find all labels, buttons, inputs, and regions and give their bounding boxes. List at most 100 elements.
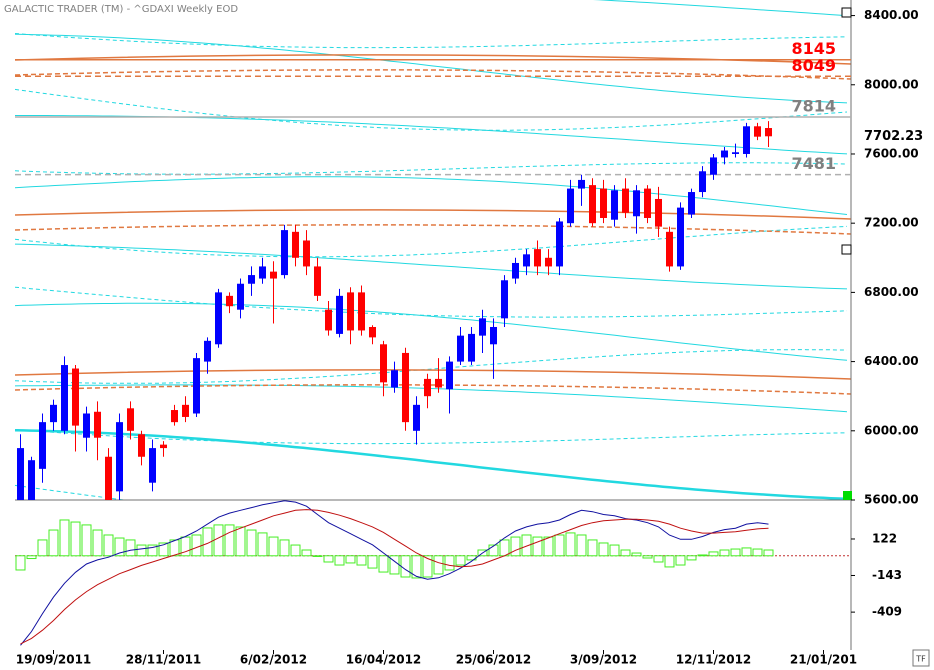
histogram-bar [26, 555, 37, 560]
histogram-bar [730, 548, 741, 557]
candle-body [215, 292, 222, 345]
band-curve [15, 349, 848, 384]
candle-body [358, 292, 365, 331]
histogram-bar [103, 534, 114, 557]
candle-body [501, 280, 508, 319]
band-curve [15, 209, 851, 220]
candle-body [248, 275, 255, 284]
band-curve [15, 88, 848, 131]
histogram-bar [290, 544, 301, 557]
candle-body [490, 326, 497, 345]
band-curve [15, 224, 851, 235]
y-tick-label: 6800.00 [864, 285, 919, 299]
y-tick-label: 8400.00 [864, 8, 919, 22]
candle-body [468, 333, 475, 362]
band-curve [15, 243, 848, 290]
candle-body [545, 257, 552, 267]
candle-body [556, 221, 563, 267]
x-tick-label: 19/09/2011 [16, 653, 92, 667]
candle-body [303, 240, 310, 267]
band-curve [15, 302, 848, 361]
histogram-bar [246, 529, 257, 557]
band-curve [15, 69, 851, 80]
histogram-bar [147, 544, 158, 557]
level-label: 8145 [791, 39, 836, 58]
candle-body [699, 171, 706, 193]
histogram-bar [312, 555, 323, 557]
candle-body [281, 230, 288, 276]
icon[interactable] [841, 7, 852, 18]
candle-body [270, 271, 277, 279]
histogram-bar [70, 521, 81, 557]
candle-body [347, 292, 354, 331]
candle-body [567, 188, 574, 224]
band-curve [15, 225, 848, 258]
candle-body [446, 361, 453, 390]
histogram-bar [191, 534, 202, 557]
y-tick-label: 8000.00 [864, 77, 919, 91]
candle-body [424, 378, 431, 397]
candle-body [336, 295, 343, 334]
histogram-bar [378, 555, 389, 573]
tf-button[interactable] [912, 649, 930, 667]
candle-body [479, 318, 486, 336]
candle-body [380, 344, 387, 383]
histogram-bar [686, 555, 697, 561]
histogram-bar [444, 555, 455, 571]
histogram-bar [301, 549, 312, 557]
band-curve [15, 286, 848, 318]
candle-body [259, 266, 266, 279]
histogram-bar [576, 534, 587, 557]
band-curve [15, 162, 848, 175]
candle-body [721, 150, 728, 158]
histogram-bar [554, 534, 565, 557]
candle-body [402, 352, 409, 423]
candle-body [17, 448, 24, 500]
icon[interactable] [841, 244, 852, 255]
histogram-bar [587, 539, 598, 557]
histogram-bar [433, 555, 444, 575]
candle-body [688, 192, 695, 215]
candle-body [743, 126, 750, 154]
histogram-bar [356, 555, 367, 566]
candle-body [710, 157, 717, 175]
candle-body [611, 190, 618, 220]
candle-body [314, 266, 321, 296]
candle-body [413, 404, 420, 431]
histogram-bar [202, 527, 213, 557]
histogram-bar [400, 555, 411, 578]
band-curve [15, 33, 848, 49]
histogram-bar [455, 555, 466, 566]
candle-body [94, 411, 101, 438]
histogram-bar [598, 542, 609, 557]
x-tick-label: 25/06/2012 [456, 653, 532, 667]
histogram-bar [543, 536, 554, 557]
y-tick-label: 6400.00 [864, 354, 919, 368]
histogram-bar [620, 549, 631, 557]
candle-body [369, 326, 376, 338]
candle-body [83, 413, 90, 438]
x-tick-label: 21/01/201 [790, 653, 857, 667]
candle-body [237, 283, 244, 310]
candle-body [578, 179, 585, 189]
macd-line [20, 500, 769, 646]
histogram-bar [631, 552, 642, 557]
histogram-bar [15, 555, 26, 571]
candle-body [193, 358, 200, 414]
band-curve [15, 384, 851, 395]
histogram-bar [763, 549, 774, 557]
histogram-bar [136, 544, 147, 557]
candle-body [171, 410, 178, 423]
candle-body [435, 378, 442, 388]
histogram-bar [675, 555, 686, 566]
candle-body [292, 231, 299, 258]
candle-body [61, 365, 68, 431]
histogram-bar [411, 555, 422, 579]
histogram-bar [180, 536, 191, 557]
band-curve [15, 429, 848, 500]
histogram-bar [169, 539, 180, 557]
candle-body [116, 422, 123, 492]
candle-body [39, 422, 46, 469]
